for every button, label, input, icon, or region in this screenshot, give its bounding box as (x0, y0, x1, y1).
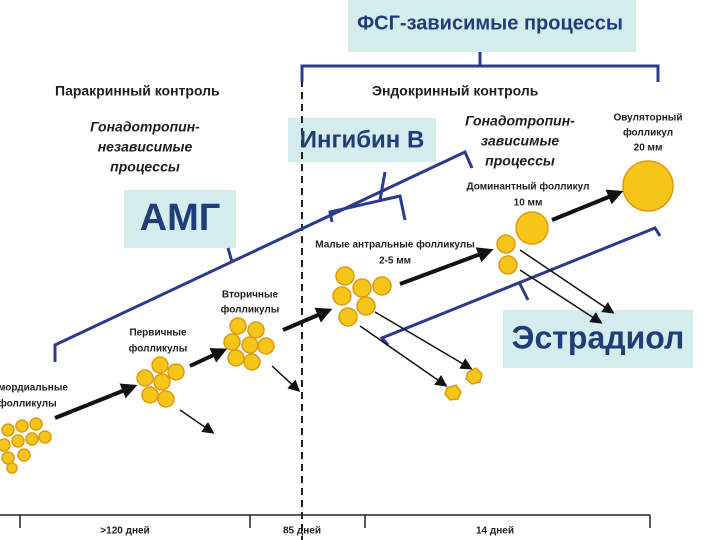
follicle-label: Малые антральные фолликулы (315, 239, 475, 251)
hormone-inhibin: Ингибин В (300, 126, 425, 153)
follicle-label: 20 мм (634, 143, 663, 154)
process-label: независимые (98, 139, 193, 155)
hormone-amh: АМГ (140, 197, 221, 239)
follicle-label: Первичные (129, 328, 187, 339)
follicle-label: Овуляторный (613, 113, 682, 124)
process-label: процессы (110, 159, 180, 175)
timeline-label: 14 дней (476, 526, 514, 537)
process-label: зависимые (481, 133, 560, 149)
process-label: процессы (485, 153, 555, 169)
paracrine-label: Паракринный контроль (55, 83, 220, 99)
process-label: Гонадотропин- (465, 113, 575, 129)
follicle-label: 2-5 мм (379, 256, 411, 267)
endocrine-label: Эндокринный контроль (372, 83, 539, 99)
follicle-label: фолликул (623, 127, 673, 139)
timeline-label: 85 дней (283, 526, 321, 537)
follicle-label: мордиальные (0, 383, 68, 394)
follicle-label: Вторичные (222, 290, 279, 301)
follicle-label: фолликулы (129, 343, 188, 355)
timeline-label: >120 дней (100, 526, 149, 537)
process-label: Гонадотропин- (90, 119, 200, 135)
title: ФСГ-зависимые процессы (357, 12, 623, 34)
follicle-label: Доминантный фолликул (467, 181, 590, 193)
follicle-label: фолликулы (0, 398, 57, 410)
shapes (0, 0, 693, 540)
hormone-estradiol: Эстрадиол (512, 319, 685, 355)
follicle-label: фолликулы (221, 304, 280, 316)
follicle-label: 10 мм (514, 198, 543, 209)
